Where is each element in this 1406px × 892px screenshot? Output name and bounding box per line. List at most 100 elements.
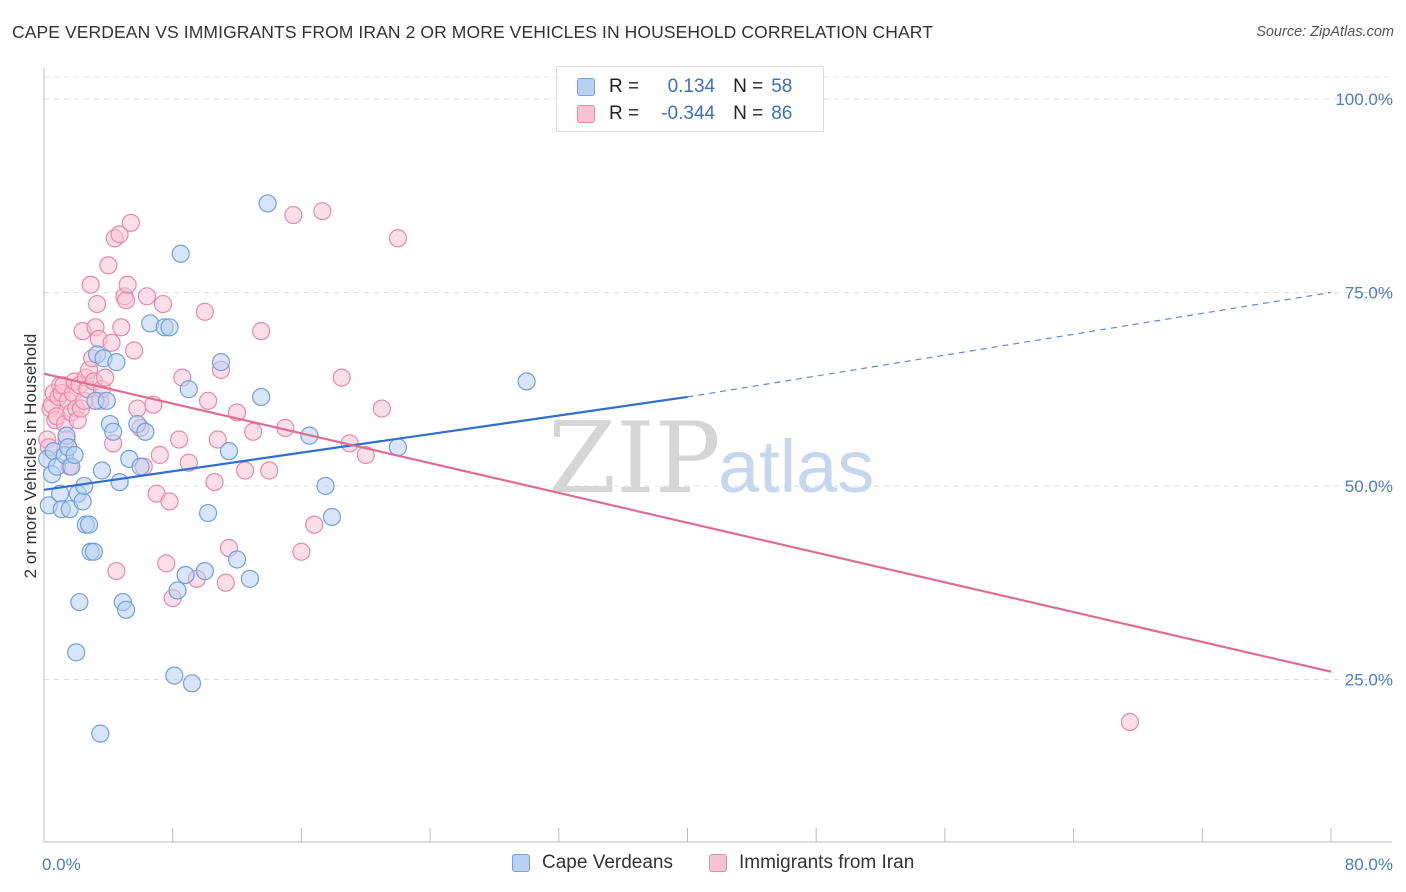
trend-lines — [43, 291, 1332, 673]
legend-label-iran: Immigrants from Iran — [739, 852, 915, 873]
iran-point — [205, 472, 224, 492]
iran-point — [170, 430, 189, 449]
legend-label-cape-verdeans: Cape Verdeans — [542, 852, 673, 873]
legend-n-label: N = — [733, 76, 764, 97]
iran-point — [208, 430, 227, 449]
iran-point — [1120, 712, 1140, 732]
iran-point — [137, 287, 157, 306]
iran-point — [372, 399, 391, 418]
legend-item-iran: Immigrants from Iran — [709, 852, 914, 874]
cape-verdean-point — [182, 674, 202, 693]
watermark-atlas: atlas — [718, 425, 874, 508]
legend-row-iran: R = -0.344 N = 86 — [577, 102, 792, 126]
legend-n-value: 58 — [771, 76, 793, 97]
cape-verdean-point — [252, 387, 271, 407]
cape-verdean-point — [168, 581, 187, 600]
cape-verdean-point — [104, 422, 123, 441]
legend-r-value: 0.134 — [667, 76, 716, 97]
cape-verdean-point — [92, 461, 112, 480]
cape-verdean-point — [198, 503, 218, 523]
iran-point — [235, 461, 255, 480]
iran-point — [118, 275, 137, 294]
iran-point — [198, 391, 218, 410]
iran-point — [284, 205, 303, 225]
legend-swatch-blue — [512, 854, 530, 872]
iran-trend-line — [43, 372, 1332, 673]
legend-n-value: 86 — [771, 103, 793, 124]
iran-point — [128, 399, 147, 418]
watermark-zip: ZIP — [548, 402, 721, 516]
iran-point — [99, 256, 118, 275]
cape-verdean-point — [73, 492, 92, 511]
cape-verdean-point — [176, 565, 195, 585]
cape-verdean-point — [97, 391, 116, 410]
iran-point — [216, 573, 235, 592]
iran-point — [150, 445, 169, 465]
cape-verdean-point — [322, 507, 342, 527]
cape-verdean-point — [131, 457, 150, 476]
cape-verdean-point — [136, 422, 155, 441]
iran-point — [388, 229, 408, 248]
iran-point — [121, 213, 140, 232]
iran-point — [112, 318, 131, 337]
y-tick-label: 100.0% — [1335, 90, 1393, 109]
cape-verdean-point — [67, 643, 86, 662]
iran-point — [124, 341, 144, 360]
legend-swatch-pink — [577, 105, 595, 123]
iran-point — [110, 225, 129, 244]
x-tick-label: 80.0% — [1345, 855, 1393, 874]
grid-lines — [44, 76, 1392, 680]
cape-verdean-point — [195, 561, 214, 581]
cape-verdean-point — [107, 353, 126, 372]
y-tick-label: 25.0% — [1345, 670, 1393, 689]
cape-verdean-point — [227, 550, 247, 569]
cape-verdean-point — [219, 442, 239, 461]
iran-point — [313, 202, 332, 221]
cape-verdean-point — [91, 724, 110, 743]
cape-verdean-point — [160, 318, 179, 337]
legend-swatch-pink — [709, 854, 727, 872]
series-legend: Cape Verdeans Immigrants from Iran — [0, 852, 1406, 878]
stats-legend: R = 0.134 N = 58 R = -0.344 N = 86 — [556, 66, 824, 132]
iran-point — [195, 302, 214, 321]
tick-labels: 25.0% 50.0% 75.0% 100.0% 0.0% 80.0% — [42, 90, 1393, 874]
cape-verdean-point — [65, 445, 84, 465]
cape-verdean-trend-line — [43, 395, 688, 491]
cape-verdean-point — [165, 666, 184, 685]
cape-verdean-point — [240, 569, 260, 588]
iran-point — [260, 461, 279, 480]
cape-verdean-points — [38, 194, 536, 743]
cape-verdean-point — [110, 472, 129, 492]
legend-row-cape-verdeans: R = 0.134 N = 58 — [577, 75, 792, 99]
iran-point — [102, 333, 121, 352]
iran-point — [292, 542, 311, 561]
iran-point — [252, 322, 271, 341]
x-tick-label: 0.0% — [42, 855, 81, 874]
iran-point — [153, 294, 173, 314]
iran-point — [107, 561, 126, 581]
y-tick-label: 50.0% — [1345, 477, 1393, 496]
cape-verdean-point — [70, 592, 89, 612]
watermark: ZIP atlas — [548, 402, 874, 516]
source-note: Source: ZipAtlas.com — [1256, 24, 1394, 40]
iran-point — [356, 445, 375, 465]
cape-verdean-point — [316, 476, 335, 496]
iran-point — [179, 453, 198, 472]
legend-r-label: R = — [609, 76, 640, 97]
cape-verdean-point — [79, 515, 99, 534]
iran-point — [305, 515, 324, 534]
cape-verdean-point — [171, 244, 190, 263]
cape-verdean-point — [179, 380, 198, 399]
cape-verdean-point — [258, 194, 277, 213]
y-axis-title: 2 or more Vehicles in Household — [21, 334, 40, 579]
iran-point — [244, 422, 263, 441]
y-tick-label: 75.0% — [1345, 283, 1393, 302]
legend-swatch-blue — [577, 78, 595, 96]
cape-verdean-point — [517, 372, 536, 391]
cape-verdean-trend-extension — [687, 291, 1332, 398]
iran-point — [157, 554, 176, 573]
chart-title: CAPE VERDEAN VS IMMIGRANTS FROM IRAN 2 O… — [12, 22, 934, 42]
cape-verdean-point — [84, 542, 103, 561]
legend-r-value: -0.344 — [661, 103, 716, 124]
iran-point — [87, 294, 107, 314]
